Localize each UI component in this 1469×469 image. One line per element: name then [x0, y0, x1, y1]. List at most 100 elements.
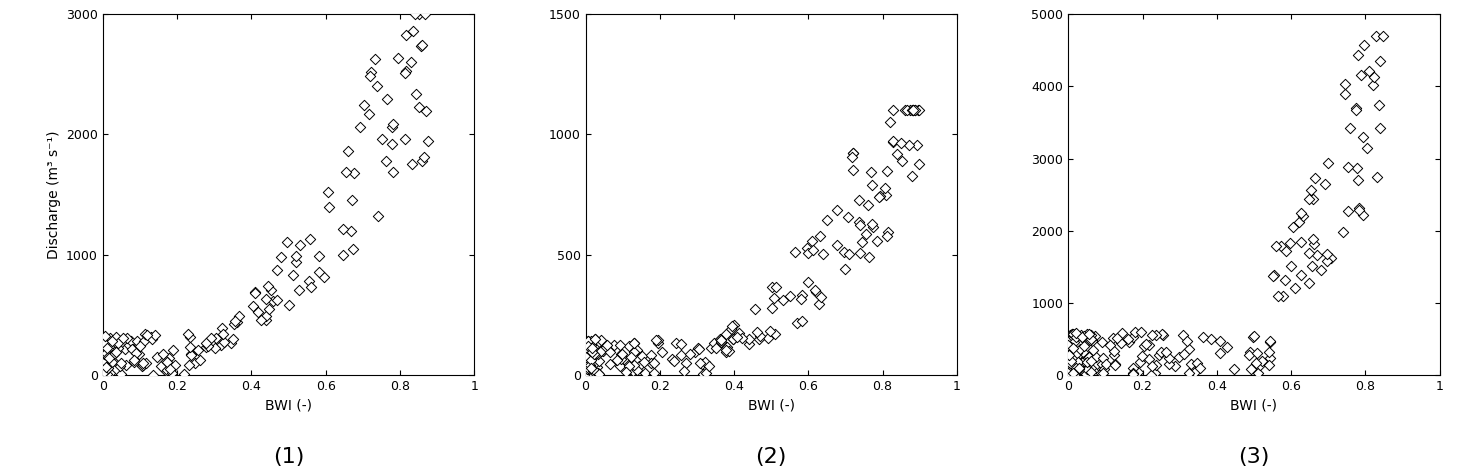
Point: [881, 139, 905, 146]
Point: [1069, 360, 1093, 367]
Point: [382, 120, 405, 127]
Point: [579, 358, 602, 366]
Point: [380, 123, 404, 130]
Point: [906, 106, 930, 114]
Point: [1056, 356, 1080, 363]
Point: [876, 167, 899, 174]
Point: [1257, 338, 1281, 345]
X-axis label: BWI (-): BWI (-): [1231, 399, 1278, 413]
Point: [826, 242, 849, 249]
Point: [380, 140, 404, 148]
Point: [898, 106, 921, 114]
Point: [674, 360, 698, 367]
Point: [1125, 368, 1149, 376]
Point: [1064, 329, 1087, 337]
Point: [1334, 81, 1357, 88]
Point: [611, 355, 635, 362]
Point: [577, 371, 601, 378]
Point: [621, 368, 645, 375]
Point: [1137, 356, 1161, 363]
Point: [1078, 369, 1102, 376]
Point: [1184, 368, 1208, 375]
Point: [1316, 160, 1340, 167]
Point: [1209, 349, 1232, 357]
Point: [1093, 366, 1116, 373]
Point: [1077, 331, 1100, 339]
Point: [1058, 364, 1081, 372]
Point: [123, 349, 147, 357]
Point: [708, 335, 732, 343]
Point: [689, 360, 712, 367]
Point: [576, 371, 599, 378]
Point: [140, 335, 163, 343]
Point: [1291, 212, 1315, 220]
Point: [617, 342, 640, 349]
Point: [1334, 90, 1357, 98]
Point: [357, 110, 380, 118]
Point: [696, 363, 720, 370]
Point: [1300, 235, 1324, 242]
Point: [366, 83, 389, 90]
Point: [1177, 345, 1200, 352]
Point: [1351, 134, 1375, 141]
Point: [1061, 330, 1084, 338]
Point: [298, 235, 322, 243]
Point: [1257, 338, 1281, 346]
Point: [220, 339, 244, 347]
Point: [710, 336, 733, 344]
Point: [172, 370, 195, 378]
Point: [1346, 52, 1369, 59]
Point: [1138, 371, 1162, 379]
Point: [417, 137, 441, 144]
Point: [886, 150, 909, 158]
Point: [1275, 247, 1299, 255]
Point: [1058, 345, 1081, 353]
Point: [1241, 332, 1265, 340]
Point: [178, 343, 201, 351]
Point: [633, 370, 657, 377]
Point: [1274, 276, 1297, 284]
Point: [1056, 353, 1080, 361]
Point: [1061, 331, 1084, 338]
Point: [91, 366, 115, 374]
Point: [1121, 333, 1144, 341]
Point: [1109, 338, 1133, 346]
Point: [582, 358, 605, 366]
Point: [1056, 342, 1080, 349]
Point: [1319, 254, 1343, 262]
Point: [574, 363, 598, 370]
Text: (3): (3): [1238, 447, 1269, 468]
Point: [796, 249, 820, 257]
Point: [1300, 263, 1324, 270]
Point: [244, 288, 267, 296]
Point: [762, 331, 786, 338]
Point: [761, 283, 784, 290]
Point: [759, 304, 783, 312]
Point: [1061, 336, 1084, 343]
Point: [1360, 81, 1384, 89]
Point: [576, 367, 599, 375]
Point: [410, 158, 433, 165]
Point: [588, 358, 611, 365]
Point: [903, 106, 927, 114]
Point: [1078, 353, 1102, 360]
Point: [1290, 238, 1313, 246]
Point: [582, 362, 605, 369]
Point: [370, 135, 394, 143]
Point: [574, 362, 598, 369]
Point: [342, 169, 366, 176]
Point: [363, 55, 386, 63]
Point: [1124, 328, 1147, 336]
Point: [574, 362, 598, 369]
Point: [1064, 333, 1087, 340]
Point: [579, 340, 602, 348]
Point: [1122, 369, 1146, 376]
Point: [1066, 358, 1090, 365]
Point: [1068, 340, 1091, 348]
Point: [748, 333, 771, 340]
Point: [241, 302, 264, 310]
Point: [93, 351, 116, 358]
Point: [336, 147, 360, 155]
Point: [1058, 360, 1081, 368]
Point: [623, 339, 646, 347]
